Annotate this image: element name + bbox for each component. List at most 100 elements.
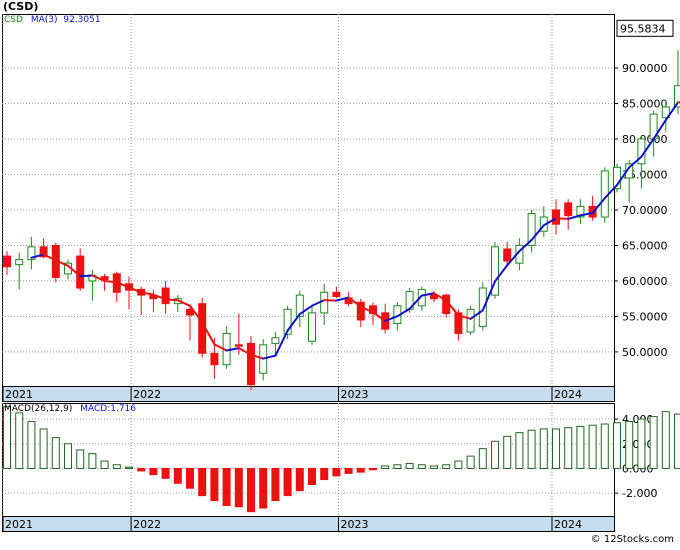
macd-bar-55 [675, 414, 680, 468]
macd-bar-9 [113, 465, 120, 469]
price-date-label-1: 2022 [133, 388, 161, 401]
candle-body-41 [504, 249, 511, 261]
macd-bar-49 [601, 424, 608, 468]
macd-bar-13 [162, 468, 169, 478]
macd-bar-45 [553, 429, 560, 469]
candle-body-1 [16, 260, 23, 265]
candle-body-17 [211, 353, 218, 364]
candle-body-38 [467, 309, 474, 332]
price-legend: CSD MA(3) 92.3051 [4, 15, 101, 25]
macd-bar-11 [138, 468, 145, 470]
macd-bar-39 [479, 449, 486, 469]
macd-bar-48 [589, 425, 596, 468]
macd-bar-30 [370, 468, 377, 469]
candle-body-6 [77, 256, 84, 288]
macd-bar-44 [540, 429, 547, 469]
macd-bar-1 [16, 413, 23, 469]
price-badge-label: 95.5834 [620, 22, 666, 35]
ma-segment-46 [556, 218, 568, 219]
macd-bar-6 [77, 450, 84, 469]
macd-bar-15 [187, 468, 194, 488]
candle-body-22 [272, 338, 279, 344]
price-date-label-2: 2023 [341, 388, 369, 401]
macd-bar-43 [528, 430, 535, 468]
candle-body-0 [4, 256, 11, 267]
price-date-label-0: 2021 [5, 388, 33, 401]
candle-body-13 [162, 288, 169, 304]
macd-bar-8 [101, 461, 108, 468]
candle-body-27 [333, 292, 340, 296]
macd-legend: MACD(26,12,9) MACD:1.716 [4, 404, 136, 414]
candle-body-49 [601, 171, 608, 217]
macd-bar-16 [199, 468, 206, 495]
macd-bar-3 [40, 429, 47, 469]
macd-bar-4 [52, 438, 59, 469]
macd-bar-33 [406, 464, 413, 469]
price-ytick-label-1: 85.0000 [622, 97, 668, 110]
macd-bar-26 [321, 468, 328, 479]
legend-ma-value: 92.3051 [63, 15, 100, 25]
candle-body-45 [553, 210, 560, 224]
macd-bar-31 [382, 466, 389, 468]
macd-bar-7 [89, 454, 96, 469]
macd-bar-23 [284, 468, 291, 495]
macd-bar-12 [150, 468, 157, 474]
macd-bar-28 [345, 468, 352, 473]
candle-body-20 [248, 343, 255, 384]
price-ytick-label-7: 55.0000 [622, 310, 668, 323]
candle-body-25 [309, 313, 316, 341]
macd-ytick-label-3: -2.000 [622, 487, 657, 500]
macd-bar-24 [296, 468, 303, 490]
macd-bar-52 [638, 419, 645, 468]
macd-bar-21 [260, 468, 267, 508]
macd-bar-53 [650, 417, 657, 469]
macd-bar-54 [662, 412, 669, 469]
macd-bar-22 [272, 468, 279, 500]
candle-body-19 [235, 345, 242, 346]
macd-bar-10 [126, 467, 133, 468]
macd-bar-29 [357, 468, 364, 472]
price-ytick-label-5: 65.0000 [622, 239, 668, 252]
macd-date-label-3: 2024 [554, 518, 582, 531]
macd-bar-50 [614, 423, 621, 469]
ma-segment-14 [166, 299, 178, 300]
price-ytick-label-8: 50.0000 [622, 346, 668, 359]
macd-date-label-0: 2021 [5, 518, 33, 531]
macd-legend-name: MACD(26,12,9) [4, 404, 72, 414]
macd-bar-46 [565, 428, 572, 469]
macd-legend-value: MACD:1.716 [80, 404, 136, 414]
chart-title: (CSD) [3, 0, 38, 13]
macd-bar-42 [516, 433, 523, 469]
price-date-strip [3, 387, 615, 402]
ma-segment-9 [105, 281, 117, 282]
macd-bar-2 [28, 422, 35, 469]
price-date-label-3: 2024 [554, 388, 582, 401]
macd-bar-36 [443, 465, 450, 469]
macd-bar-14 [174, 468, 181, 483]
candle-body-39 [479, 288, 486, 326]
legend-ticker: CSD [4, 15, 23, 25]
macd-bar-32 [394, 465, 401, 469]
ma-segment-7 [80, 275, 92, 276]
macd-date-label-1: 2022 [133, 518, 161, 531]
macd-bar-19 [235, 468, 242, 506]
macd-bar-25 [309, 468, 316, 484]
candle-body-26 [321, 292, 328, 313]
macd-bar-41 [504, 436, 511, 468]
watermark-credit: © 12Stocks.com [591, 534, 674, 545]
macd-bar-20 [248, 468, 255, 511]
macd-bar-18 [223, 468, 230, 505]
macd-bar-35 [431, 466, 438, 468]
macd-date-label-2: 2023 [341, 518, 369, 531]
legend-ma-label: MA(3) [31, 15, 58, 25]
macd-bar-27 [333, 468, 340, 475]
macd-bar-17 [211, 468, 218, 500]
macd-bar-47 [577, 426, 584, 468]
price-ytick-label-4: 70.0000 [622, 204, 668, 217]
macd-bar-34 [418, 465, 425, 469]
macd-bar-0 [4, 407, 11, 469]
price-ytick-label-6: 60.0000 [622, 275, 668, 288]
candle-body-46 [565, 203, 572, 216]
